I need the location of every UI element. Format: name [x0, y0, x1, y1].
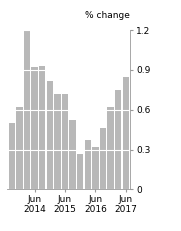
Bar [31, 67, 38, 189]
Bar [24, 30, 30, 189]
Bar [9, 123, 15, 189]
Bar [39, 66, 45, 189]
Bar [107, 107, 114, 189]
Bar [123, 76, 129, 189]
Bar [16, 107, 23, 189]
Bar [54, 94, 61, 189]
Bar [115, 90, 121, 189]
Bar [47, 81, 53, 189]
Bar [100, 128, 106, 189]
Bar [62, 94, 68, 189]
Bar [69, 120, 76, 189]
Bar [92, 147, 99, 189]
Bar [77, 154, 83, 189]
Bar [85, 140, 91, 189]
Text: % change: % change [85, 12, 130, 21]
